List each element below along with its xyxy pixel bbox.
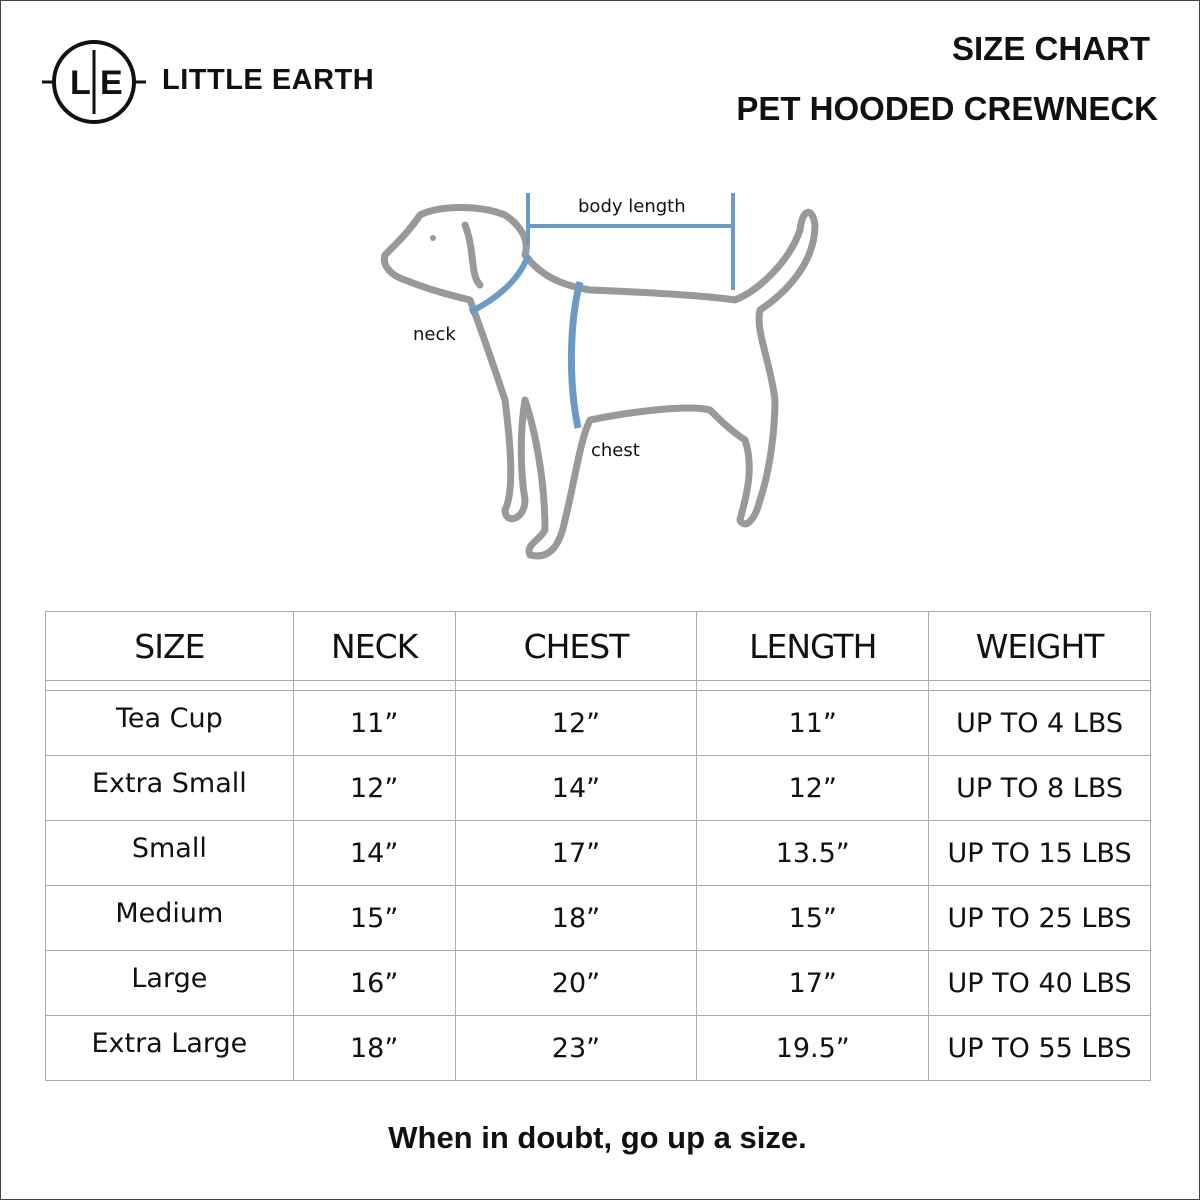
cell-chest: 17”	[454, 820, 698, 886]
cell-chest: 18”	[454, 885, 698, 951]
cell-length: 12”	[696, 755, 930, 821]
cell-length: 15”	[696, 885, 930, 951]
cell-length: 19.5”	[696, 1015, 930, 1081]
cell-weight: UP TO 15 LBS	[928, 820, 1151, 886]
column-header-weight: WEIGHT	[928, 611, 1151, 681]
cell-weight: UP TO 40 LBS	[928, 950, 1151, 1016]
chest-label: chest	[591, 440, 640, 461]
cell-length: 17”	[696, 950, 930, 1016]
brand-name: LITTLE EARTH	[162, 64, 375, 96]
cell-size: Tea Cup	[45, 690, 294, 756]
column-header-neck: NECK	[292, 611, 456, 681]
cell-neck: 11”	[292, 690, 456, 756]
table-header-row: SIZE NECK CHEST LENGTH WEIGHT	[45, 611, 1151, 681]
table-row: Large 16” 20” 17” UP TO 40 LBS	[45, 950, 1151, 1016]
table-row: Small 14” 17” 13.5” UP TO 15 LBS	[45, 820, 1151, 886]
column-header-chest: CHEST	[454, 611, 698, 681]
table-row: Tea Cup 11” 12” 11” UP TO 4 LBS	[45, 690, 1151, 756]
product-name: PET HOODED CREWNECK	[736, 90, 1158, 127]
cell-size: Medium	[45, 885, 294, 951]
cell-chest: 20”	[454, 950, 698, 1016]
size-table: SIZE NECK CHEST LENGTH WEIGHT Tea Cup 11”…	[45, 611, 1151, 1081]
table-row: Medium 15” 18” 15” UP TO 25 LBS	[45, 885, 1151, 951]
column-header-length: LENGTH	[696, 611, 930, 681]
svg-text:L: L	[70, 64, 91, 102]
cell-chest: 23”	[454, 1015, 698, 1081]
sizing-tip: When in doubt, go up a size.	[388, 1120, 807, 1155]
little-earth-logo: L E	[42, 40, 146, 124]
cell-weight: UP TO 25 LBS	[928, 885, 1151, 951]
cell-neck: 14”	[292, 820, 456, 886]
cell-size: Small	[45, 820, 294, 886]
column-header-size: SIZE	[45, 611, 294, 681]
cell-neck: 15”	[292, 885, 456, 951]
cell-neck: 16”	[292, 950, 456, 1016]
cell-size: Extra Large	[45, 1015, 294, 1081]
cell-size: Extra Small	[45, 755, 294, 821]
cell-neck: 12”	[292, 755, 456, 821]
neck-label: neck	[413, 324, 456, 345]
table-row: Extra Large 18” 23” 19.5” UP TO 55 LBS	[45, 1015, 1151, 1081]
body-length-label: body length	[578, 196, 686, 217]
dog-outline	[380, 204, 819, 560]
cell-length: 11”	[696, 690, 930, 756]
cell-size: Large	[45, 950, 294, 1016]
header-divider	[45, 680, 1151, 691]
page-title: SIZE CHART	[952, 30, 1150, 67]
table-row: Extra Small 12” 14” 12” UP TO 8 LBS	[45, 755, 1151, 821]
cell-weight: UP TO 8 LBS	[928, 755, 1151, 821]
cell-weight: UP TO 4 LBS	[928, 690, 1151, 756]
cell-chest: 14”	[454, 755, 698, 821]
cell-length: 13.5”	[696, 820, 930, 886]
cell-chest: 12”	[454, 690, 698, 756]
cell-weight: UP TO 55 LBS	[928, 1015, 1151, 1081]
dog-measurement-diagram	[380, 193, 819, 560]
cell-neck: 18”	[292, 1015, 456, 1081]
svg-text:E: E	[100, 64, 123, 102]
